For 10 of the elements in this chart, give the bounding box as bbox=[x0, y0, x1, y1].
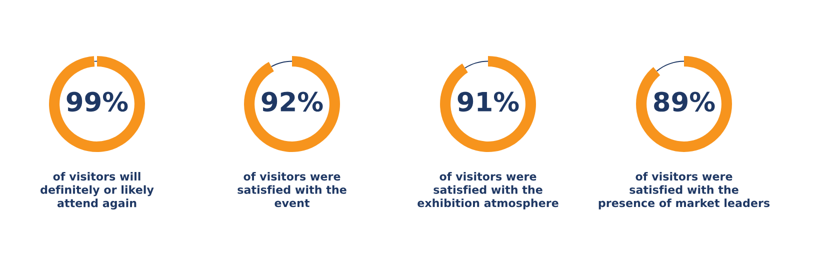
text: of visitors were satisfied with the exhibition atmosphere bbox=[418, 172, 558, 210]
donut-slice bbox=[49, 56, 145, 152]
text: 91% bbox=[458, 92, 519, 112]
text: 99% bbox=[66, 92, 128, 112]
text: of visitors were satisfied with the presence of market leaders bbox=[598, 172, 770, 210]
text: 89% bbox=[654, 92, 715, 112]
donut-slice bbox=[94, 56, 97, 67]
text: of visitors were satisfied with the event bbox=[238, 172, 346, 208]
text: of visitors will definitely or likely attend again bbox=[40, 172, 154, 210]
text: 92% bbox=[262, 92, 323, 112]
